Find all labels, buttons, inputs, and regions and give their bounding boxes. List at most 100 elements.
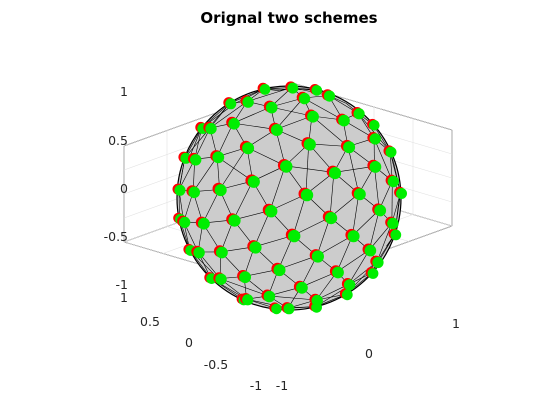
mesh-edge [233,180,253,221]
mesh-edge [369,209,380,251]
green-scheme-point [369,161,382,173]
green-scheme-point [288,229,301,243]
mesh-edge [209,101,248,129]
green-scheme-point [332,266,344,279]
green-scheme-point [287,82,299,94]
green-scheme-point [242,96,254,108]
green-scheme-point [190,154,202,166]
mesh-edge [233,122,276,130]
green-scheme-point [323,90,336,102]
mesh-edge [305,143,309,195]
mesh-edge [336,235,353,273]
green-scheme-point [374,204,387,217]
mesh-edge [374,166,380,210]
green-scheme-point [225,98,237,110]
green-scheme-point [242,294,254,306]
mesh-edge [303,97,344,121]
green-scheme-point [311,294,323,307]
x-tick-label: 1 [452,316,460,331]
mesh-edge [254,210,271,247]
green-scheme-point [372,256,384,269]
mesh-edge [316,235,353,257]
mesh-edge [202,189,220,224]
mesh-edge [178,159,195,190]
green-scheme-point [353,108,365,120]
mesh-edge [219,147,248,190]
green-scheme-point [228,118,240,130]
mesh-edge [373,138,393,182]
x-tick-label: -1 [276,378,288,393]
x-tick-label: 0 [365,346,373,361]
green-scheme-point [249,241,262,254]
green-scheme-point [347,230,360,243]
mesh-edge [336,249,370,273]
green-scheme-point [215,273,227,285]
green-scheme-point [311,250,324,263]
chart-title: Orignal two schemes [200,9,377,27]
mesh-edge [285,165,334,173]
green-scheme-point [311,85,323,96]
green-scheme-point [205,122,217,135]
green-scheme-point [298,92,311,105]
y-tick-label: -1 [250,378,262,393]
z-tick-label: 1 [120,84,128,99]
green-scheme-point [216,246,228,259]
mesh-edge [311,115,349,147]
green-scheme-point [387,175,399,188]
mesh-edge [316,217,331,256]
green-scheme-point [283,303,295,315]
green-scheme-point [174,184,186,196]
y-tick-labels: 1 0.5 0 -0.5 -1 [120,290,262,393]
green-scheme-point [385,146,397,158]
green-scheme-point [343,279,356,291]
z-tick-label: -1 [116,277,128,292]
green-scheme-point [239,271,252,284]
green-scheme-point [179,216,191,228]
mesh-edge [247,87,292,102]
green-scheme-point [303,138,316,151]
green-scheme-point [369,133,381,145]
green-scheme-point [242,142,255,155]
green-scheme-point [387,217,399,230]
green-scheme-point [193,247,205,259]
mesh-edge [269,165,286,211]
y-tick-label: 1 [120,290,128,305]
z-tick-label: 0 [120,181,128,196]
mesh-edge [219,278,269,297]
green-scheme-point [307,110,319,123]
mesh-edge [352,193,360,236]
green-scheme-point [214,184,227,197]
mesh-edge [192,156,218,192]
green-scheme-point [188,186,200,199]
green-scheme-point [390,229,402,241]
green-scheme-point [338,114,350,127]
mesh-edge [348,249,370,285]
green-scheme-point [280,160,293,173]
green-scheme-point [341,289,353,301]
green-scheme-point [396,188,407,199]
mesh-edge [184,127,211,158]
mesh-edge [216,123,234,157]
green-scheme-point [247,175,260,188]
mesh-edge [347,146,360,194]
green-scheme-point [353,188,366,201]
z-tick-labels: 1 0.5 0 -0.5 -1 [104,84,128,292]
mesh-edge [184,127,202,158]
green-scheme-point [369,120,380,131]
mesh-edge [329,172,335,218]
z-tick-label: 0.5 [108,133,128,148]
green-scheme-point [271,303,282,315]
green-scheme-point [364,244,377,257]
green-scheme-point [325,212,338,225]
green-scheme-point [270,124,283,136]
green-scheme-point [265,205,278,218]
mesh-edge [268,295,317,301]
green-scheme-point [300,188,314,202]
green-scheme-point [259,84,271,95]
green-scheme-point [296,281,308,294]
green-scheme-point [367,268,379,279]
mesh-edge [376,222,393,263]
mesh-edge [275,97,304,130]
green-scheme-point [263,290,276,303]
